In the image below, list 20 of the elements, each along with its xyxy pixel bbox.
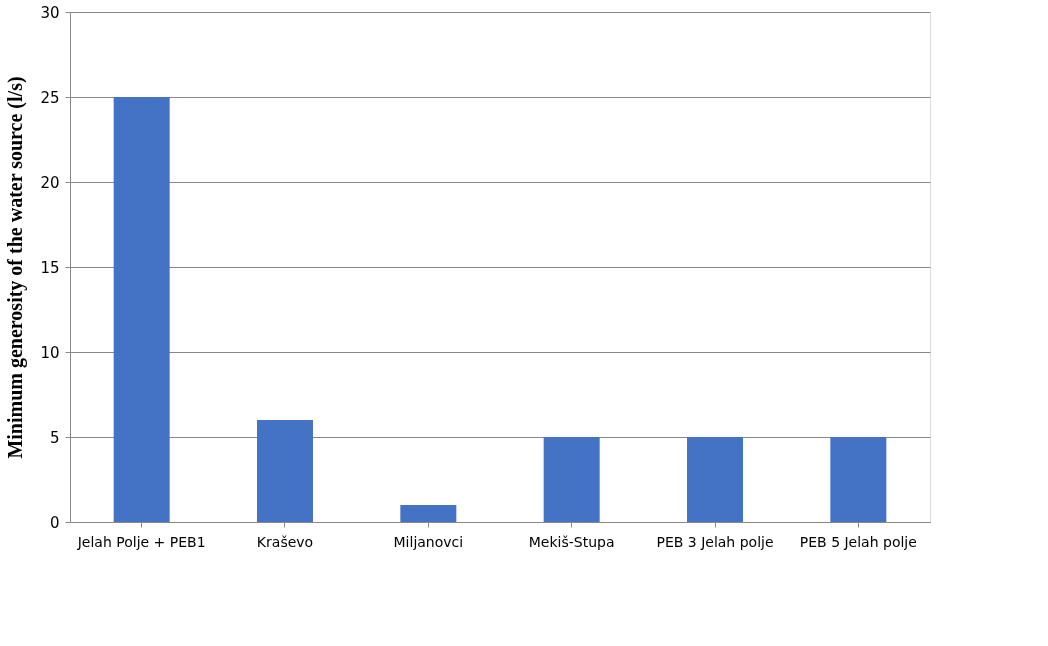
y-tick-label: 20: [40, 173, 60, 192]
y-tick-label: 5: [49, 428, 60, 447]
bar: [400, 505, 457, 522]
y-tick-label: 15: [40, 258, 60, 277]
x-tick-label: Kraševo: [256, 533, 314, 550]
y-tick-label: 30: [40, 3, 60, 22]
bar: [830, 437, 887, 522]
y-axis-title: Minimum generosity of the water source (l/s): [4, 76, 28, 459]
y-tick-label: 0: [49, 513, 60, 532]
x-tick-label: Jelah Polje + PEB1: [76, 533, 206, 550]
bar: [543, 437, 600, 522]
y-tick-label: 10: [40, 343, 60, 362]
x-tick-label: Mekiš-Stupa: [528, 533, 615, 550]
x-tick-label: Miljanovci: [393, 533, 464, 550]
y-tick-label: 25: [40, 88, 60, 107]
x-tick-label: PEB 5 Jelah polje: [799, 533, 917, 550]
bar: [113, 97, 170, 522]
bar: [687, 437, 743, 522]
x-tick-label: PEB 3 Jelah polje: [656, 533, 774, 550]
bar: [257, 420, 313, 522]
